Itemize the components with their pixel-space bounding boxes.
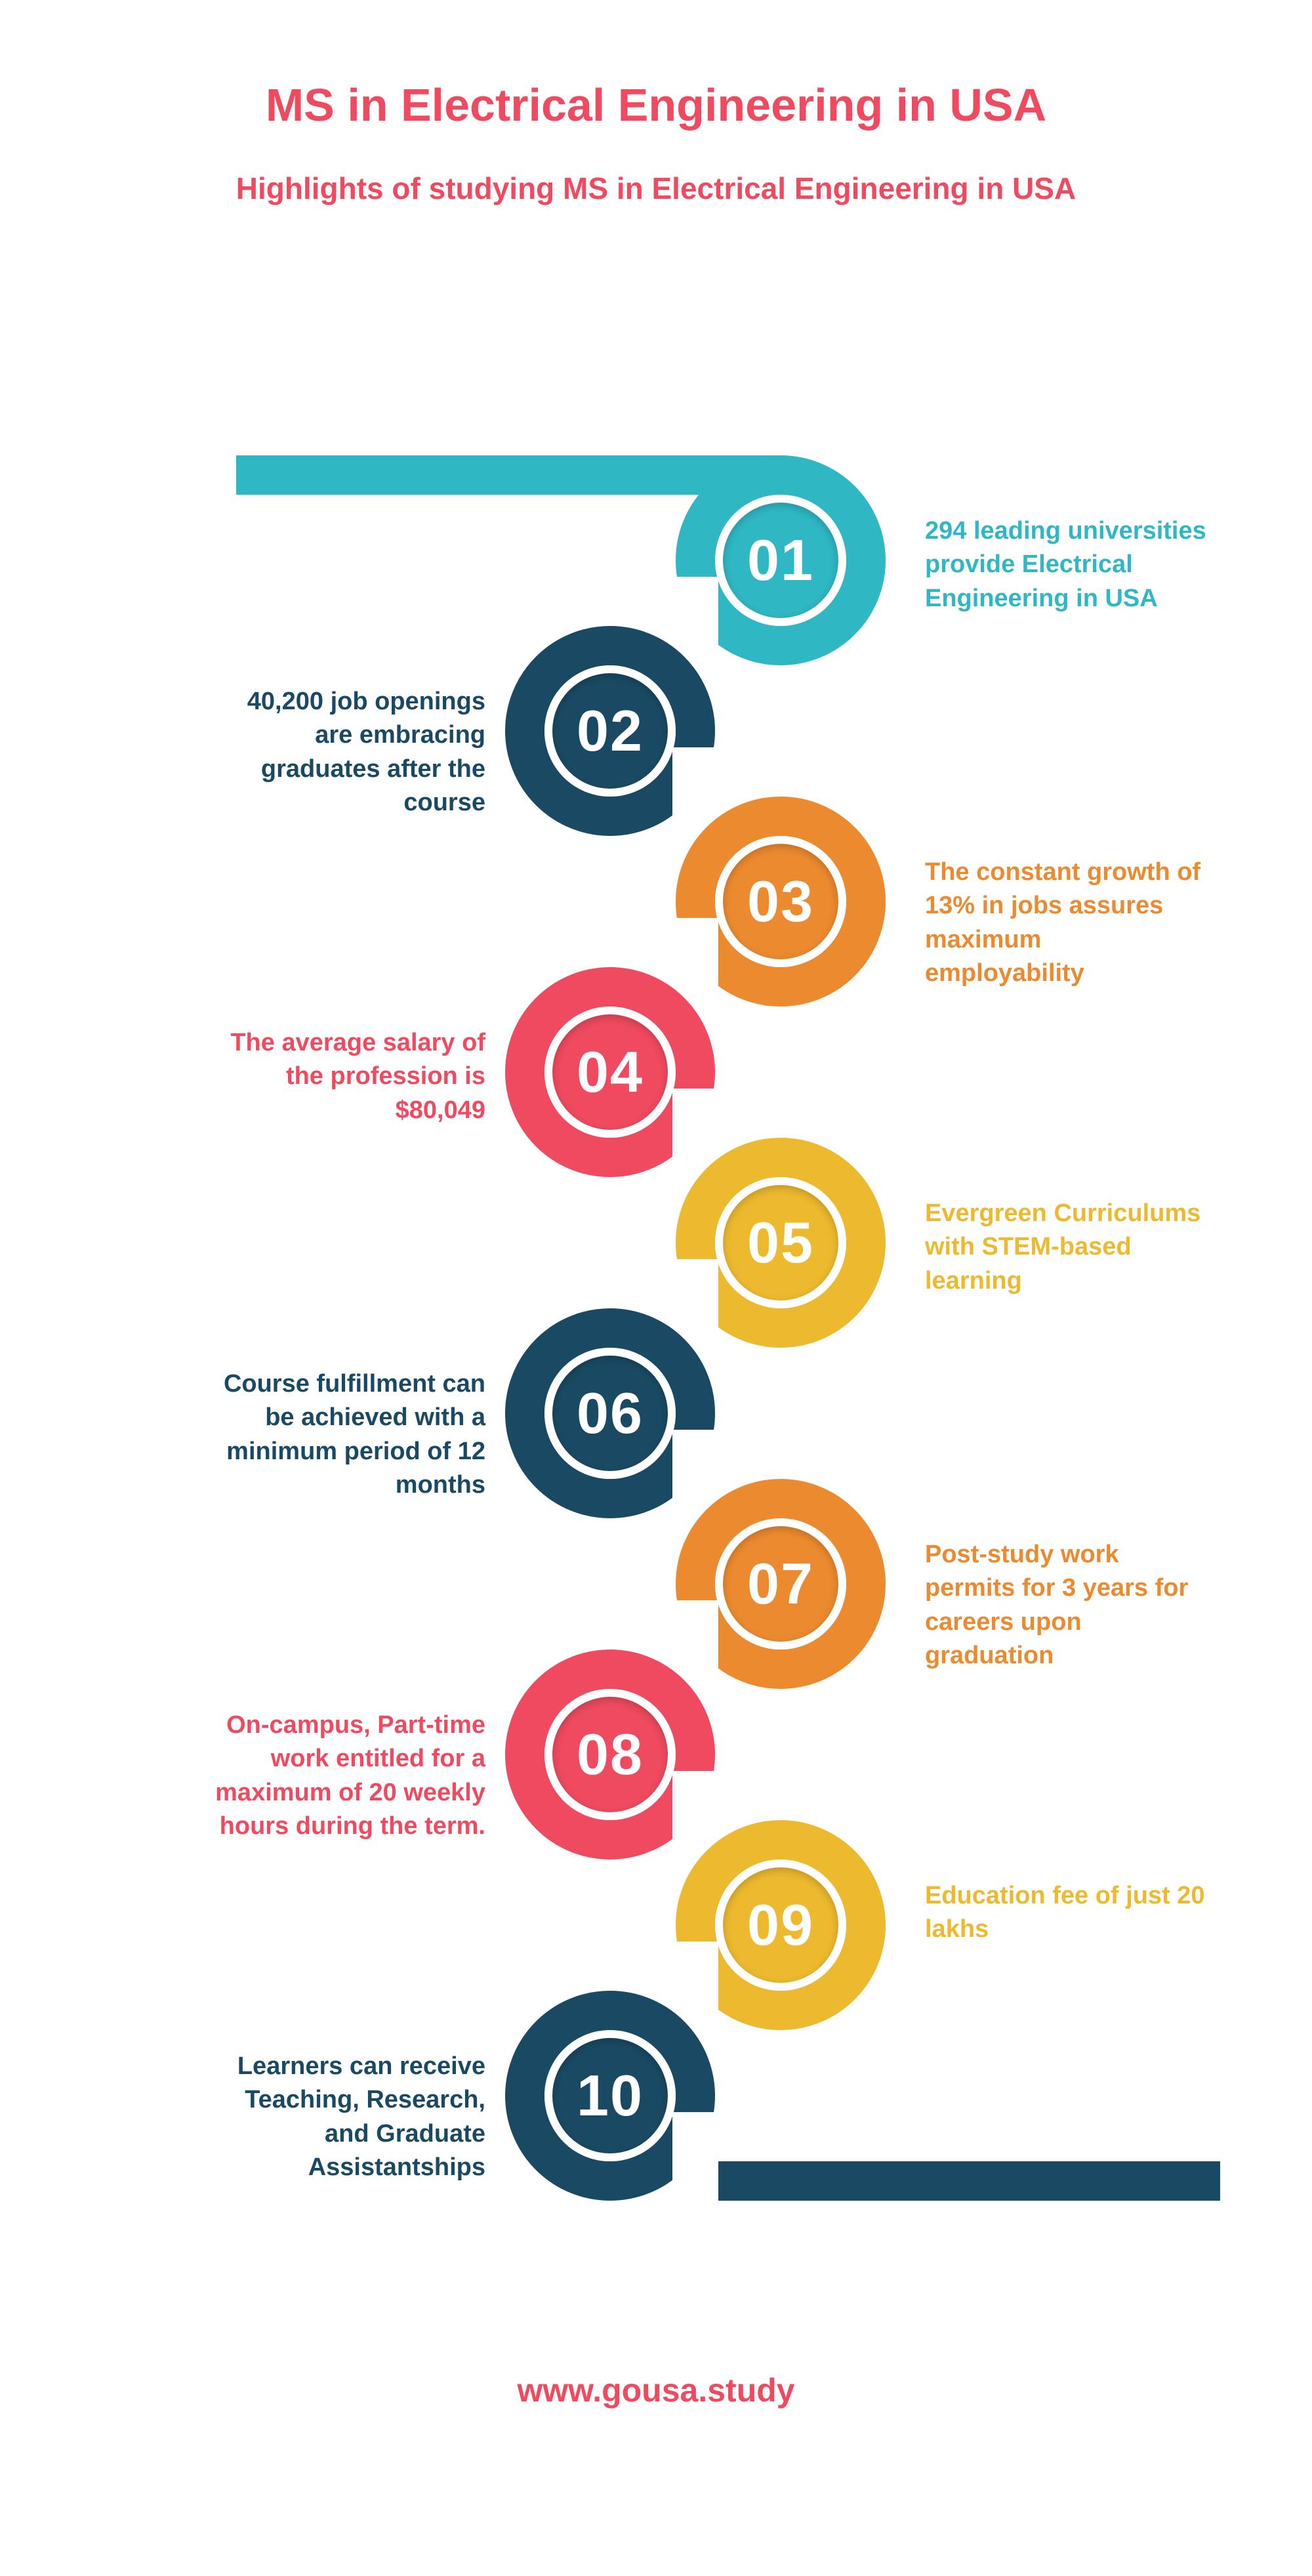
chain-node: 08 — [505, 1650, 715, 1859]
chain-number: 10 — [577, 2062, 644, 2129]
chain-inner: 07 — [723, 1526, 838, 1642]
chain-inner: 03 — [723, 844, 838, 959]
footer-url: www.gousa.study — [98, 2371, 1214, 2409]
ring-gap — [672, 2112, 718, 2204]
chain-inner: 10 — [552, 2038, 668, 2153]
chain-node: 04 — [505, 967, 715, 1177]
chain-item-text: Course fulfillment can be achieved with … — [203, 1367, 485, 1502]
chain-item-text: 294 leading universities provide Electri… — [925, 514, 1207, 615]
chain-number: 03 — [747, 868, 814, 935]
chain-number: 01 — [747, 527, 814, 594]
chain-diagram: 01 294 leading universities provide Elect… — [98, 436, 1214, 2240]
chain-inner: 04 — [552, 1014, 668, 1130]
chain-item-text: 40,200 job openings are embracing gradua… — [203, 685, 485, 820]
chain-node: 10 — [505, 1991, 715, 2201]
chain-number: 04 — [577, 1039, 644, 1106]
chain-number: 08 — [577, 1721, 644, 1788]
chain-item-text: Learners can receive Teaching, Research,… — [203, 2050, 485, 2184]
exit-bar — [676, 2161, 1220, 2201]
chain-number: 05 — [747, 1209, 814, 1276]
page-title: MS in Electrical Engineering in USA — [98, 79, 1214, 131]
chain-inner: 02 — [552, 673, 668, 789]
chain-inner: 09 — [723, 1867, 838, 1983]
chain-item-text: Evergreen Curriculums with STEM-based le… — [925, 1197, 1207, 1298]
chain-node: 01 — [676, 455, 886, 665]
chain-node: 07 — [676, 1479, 886, 1689]
chain-inner: 08 — [552, 1697, 668, 1812]
chain-node: 09 — [676, 1820, 886, 2030]
chain-item-text: The constant growth of 13% in jobs assur… — [925, 856, 1207, 990]
page-subtitle: Highlights of studying MS in Electrical … — [98, 171, 1214, 206]
chain-item-text: On-campus, Part-time work entitled for a… — [203, 1709, 485, 1843]
chain-node: 06 — [505, 1308, 715, 1518]
chain-number: 06 — [577, 1380, 644, 1447]
chain-inner: 01 — [723, 503, 838, 618]
chain-inner: 06 — [552, 1356, 668, 1471]
chain-number: 09 — [747, 1892, 814, 1959]
chain-number: 07 — [747, 1550, 814, 1617]
chain-node: 02 — [505, 626, 715, 836]
chain-item-text: Post-study work permits for 3 years for … — [925, 1538, 1207, 1672]
chain-item-text: The average salary of the profession is … — [203, 1026, 485, 1127]
chain-number: 02 — [577, 697, 644, 764]
chain-node: 03 — [676, 797, 886, 1007]
infographic-container: MS in Electrical Engineering in USA High… — [0, 0, 1312, 2475]
chain-item-text: Education fee of just 20 lakhs — [925, 1879, 1207, 1947]
chain-inner: 05 — [723, 1185, 838, 1300]
entry-bar — [236, 455, 781, 495]
chain-node: 05 — [676, 1138, 886, 1348]
